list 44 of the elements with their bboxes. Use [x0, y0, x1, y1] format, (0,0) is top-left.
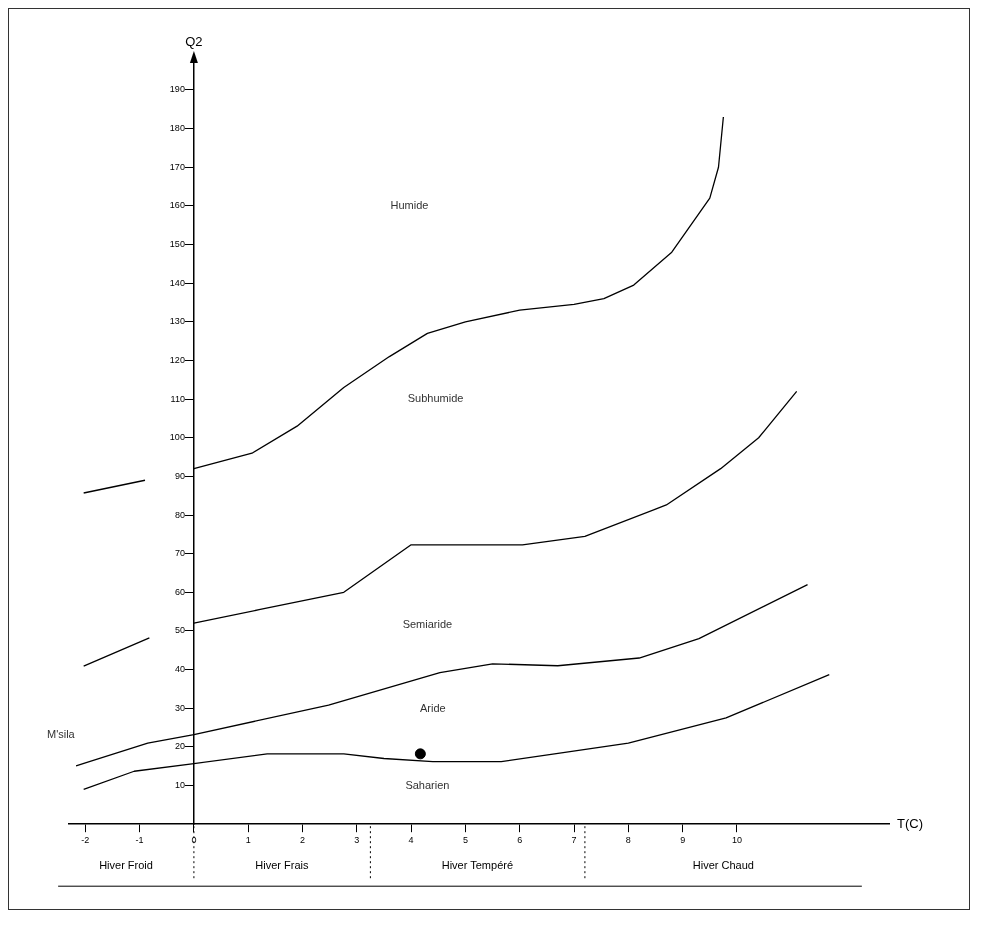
- x-tick-label: 10: [731, 835, 742, 846]
- annotation: Semiaride: [402, 618, 453, 631]
- y-tick-label: 40: [174, 664, 185, 675]
- text: Hiver Chaud: [692, 859, 754, 872]
- x-tick-label: -1: [135, 835, 144, 846]
- y-tick-label: 130: [169, 316, 185, 327]
- y-tick-label: 160: [169, 200, 185, 211]
- x-tick-label: 9: [680, 835, 686, 846]
- y-tick-label: 150: [169, 238, 185, 249]
- x-tick-label: -2: [81, 835, 90, 846]
- annotation: M'sila: [46, 727, 76, 740]
- x-tick-label: 6: [517, 835, 523, 846]
- text: Hiver Frais: [255, 859, 309, 872]
- annotation: Saharien: [405, 778, 450, 791]
- y-tick-label: 180: [169, 123, 185, 134]
- annotation: Aride: [420, 702, 446, 715]
- y-tick-label: 60: [174, 586, 185, 597]
- y-tick-label: 80: [174, 509, 185, 520]
- y-tick-label: 30: [174, 702, 185, 713]
- y-tick-label: 90: [174, 470, 185, 481]
- y-tick-label: 110: [170, 393, 185, 404]
- x-tick-label: 4: [408, 835, 414, 846]
- y-tick-label: 50: [174, 625, 185, 636]
- x-tick-label: 5: [462, 835, 468, 846]
- y-tick-label: 120: [169, 354, 185, 365]
- y-tick-label: 140: [169, 277, 185, 288]
- x-tick-label: 1: [245, 835, 251, 846]
- text: Hiver Froid: [99, 859, 153, 872]
- y-tick-label: 100: [169, 432, 185, 443]
- y-tick-label: 170: [169, 161, 185, 172]
- text: Hiver Tempéré: [441, 859, 514, 872]
- y-tick-label: 190: [169, 84, 185, 95]
- y-tick-label: 70: [174, 548, 185, 559]
- x-tick-label: 8: [625, 835, 631, 846]
- y-axis-title: Q2: [185, 34, 203, 50]
- x-axis-title: T(C): [897, 815, 923, 831]
- y-tick-label: 10: [174, 780, 185, 791]
- x-tick-label: 7: [571, 835, 577, 846]
- annotation: Humide: [390, 198, 429, 211]
- x-tick-label: 2: [300, 835, 306, 846]
- annotation: Subhumide: [407, 392, 464, 405]
- y-tick-label: 20: [174, 741, 185, 752]
- x-tick-label: 3: [354, 835, 360, 846]
- x-tick-label: 0: [191, 835, 197, 846]
